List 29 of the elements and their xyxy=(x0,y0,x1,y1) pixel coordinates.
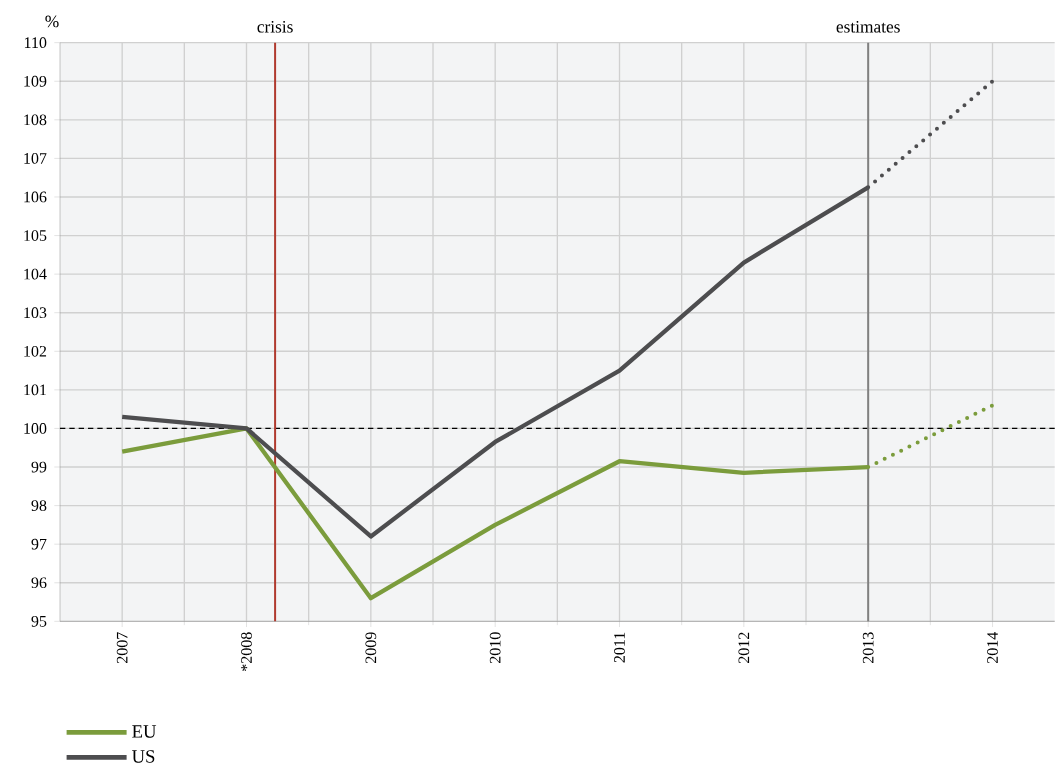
y-tick-label: 104 xyxy=(24,268,47,280)
x-tick-label: 2013 xyxy=(862,632,874,664)
y-tick-label: 105 xyxy=(24,230,47,241)
x-tick-label: 2009 xyxy=(365,632,377,664)
x-tick-label: 2007 xyxy=(116,632,128,664)
legend-label: EU xyxy=(132,725,157,738)
x-tick-label: 2012 xyxy=(738,632,750,664)
y-tick-label: 98 xyxy=(31,500,47,512)
y-tick-label: 109 xyxy=(24,75,47,87)
y-tick-label: 97 xyxy=(31,538,47,550)
y-tick-label: 101 xyxy=(24,384,46,396)
y-tick-label: 108 xyxy=(24,114,47,126)
y-tick-label: 103 xyxy=(24,307,47,319)
y-tick-label: 106 xyxy=(24,191,47,203)
x-tick-label: *2008 xyxy=(241,632,252,672)
y-axis-title: % xyxy=(45,15,59,28)
x-tick-label: 2014 xyxy=(987,632,998,664)
x-tick-label: 2011 xyxy=(614,632,625,663)
legend-label: US xyxy=(132,750,155,763)
ref-line-label: estimates xyxy=(836,21,900,33)
ref-line-label: crisis xyxy=(257,21,293,33)
y-tick-label: 99 xyxy=(31,461,47,473)
y-tick-label: 102 xyxy=(24,345,47,357)
y-tick-label: 107 xyxy=(24,153,47,164)
y-tick-label: 100 xyxy=(24,423,47,434)
y-tick-label: 95 xyxy=(31,616,47,627)
y-tick-label: 110 xyxy=(24,37,47,49)
x-tick-label: 2010 xyxy=(489,632,501,664)
y-tick-label: 96 xyxy=(31,577,47,589)
